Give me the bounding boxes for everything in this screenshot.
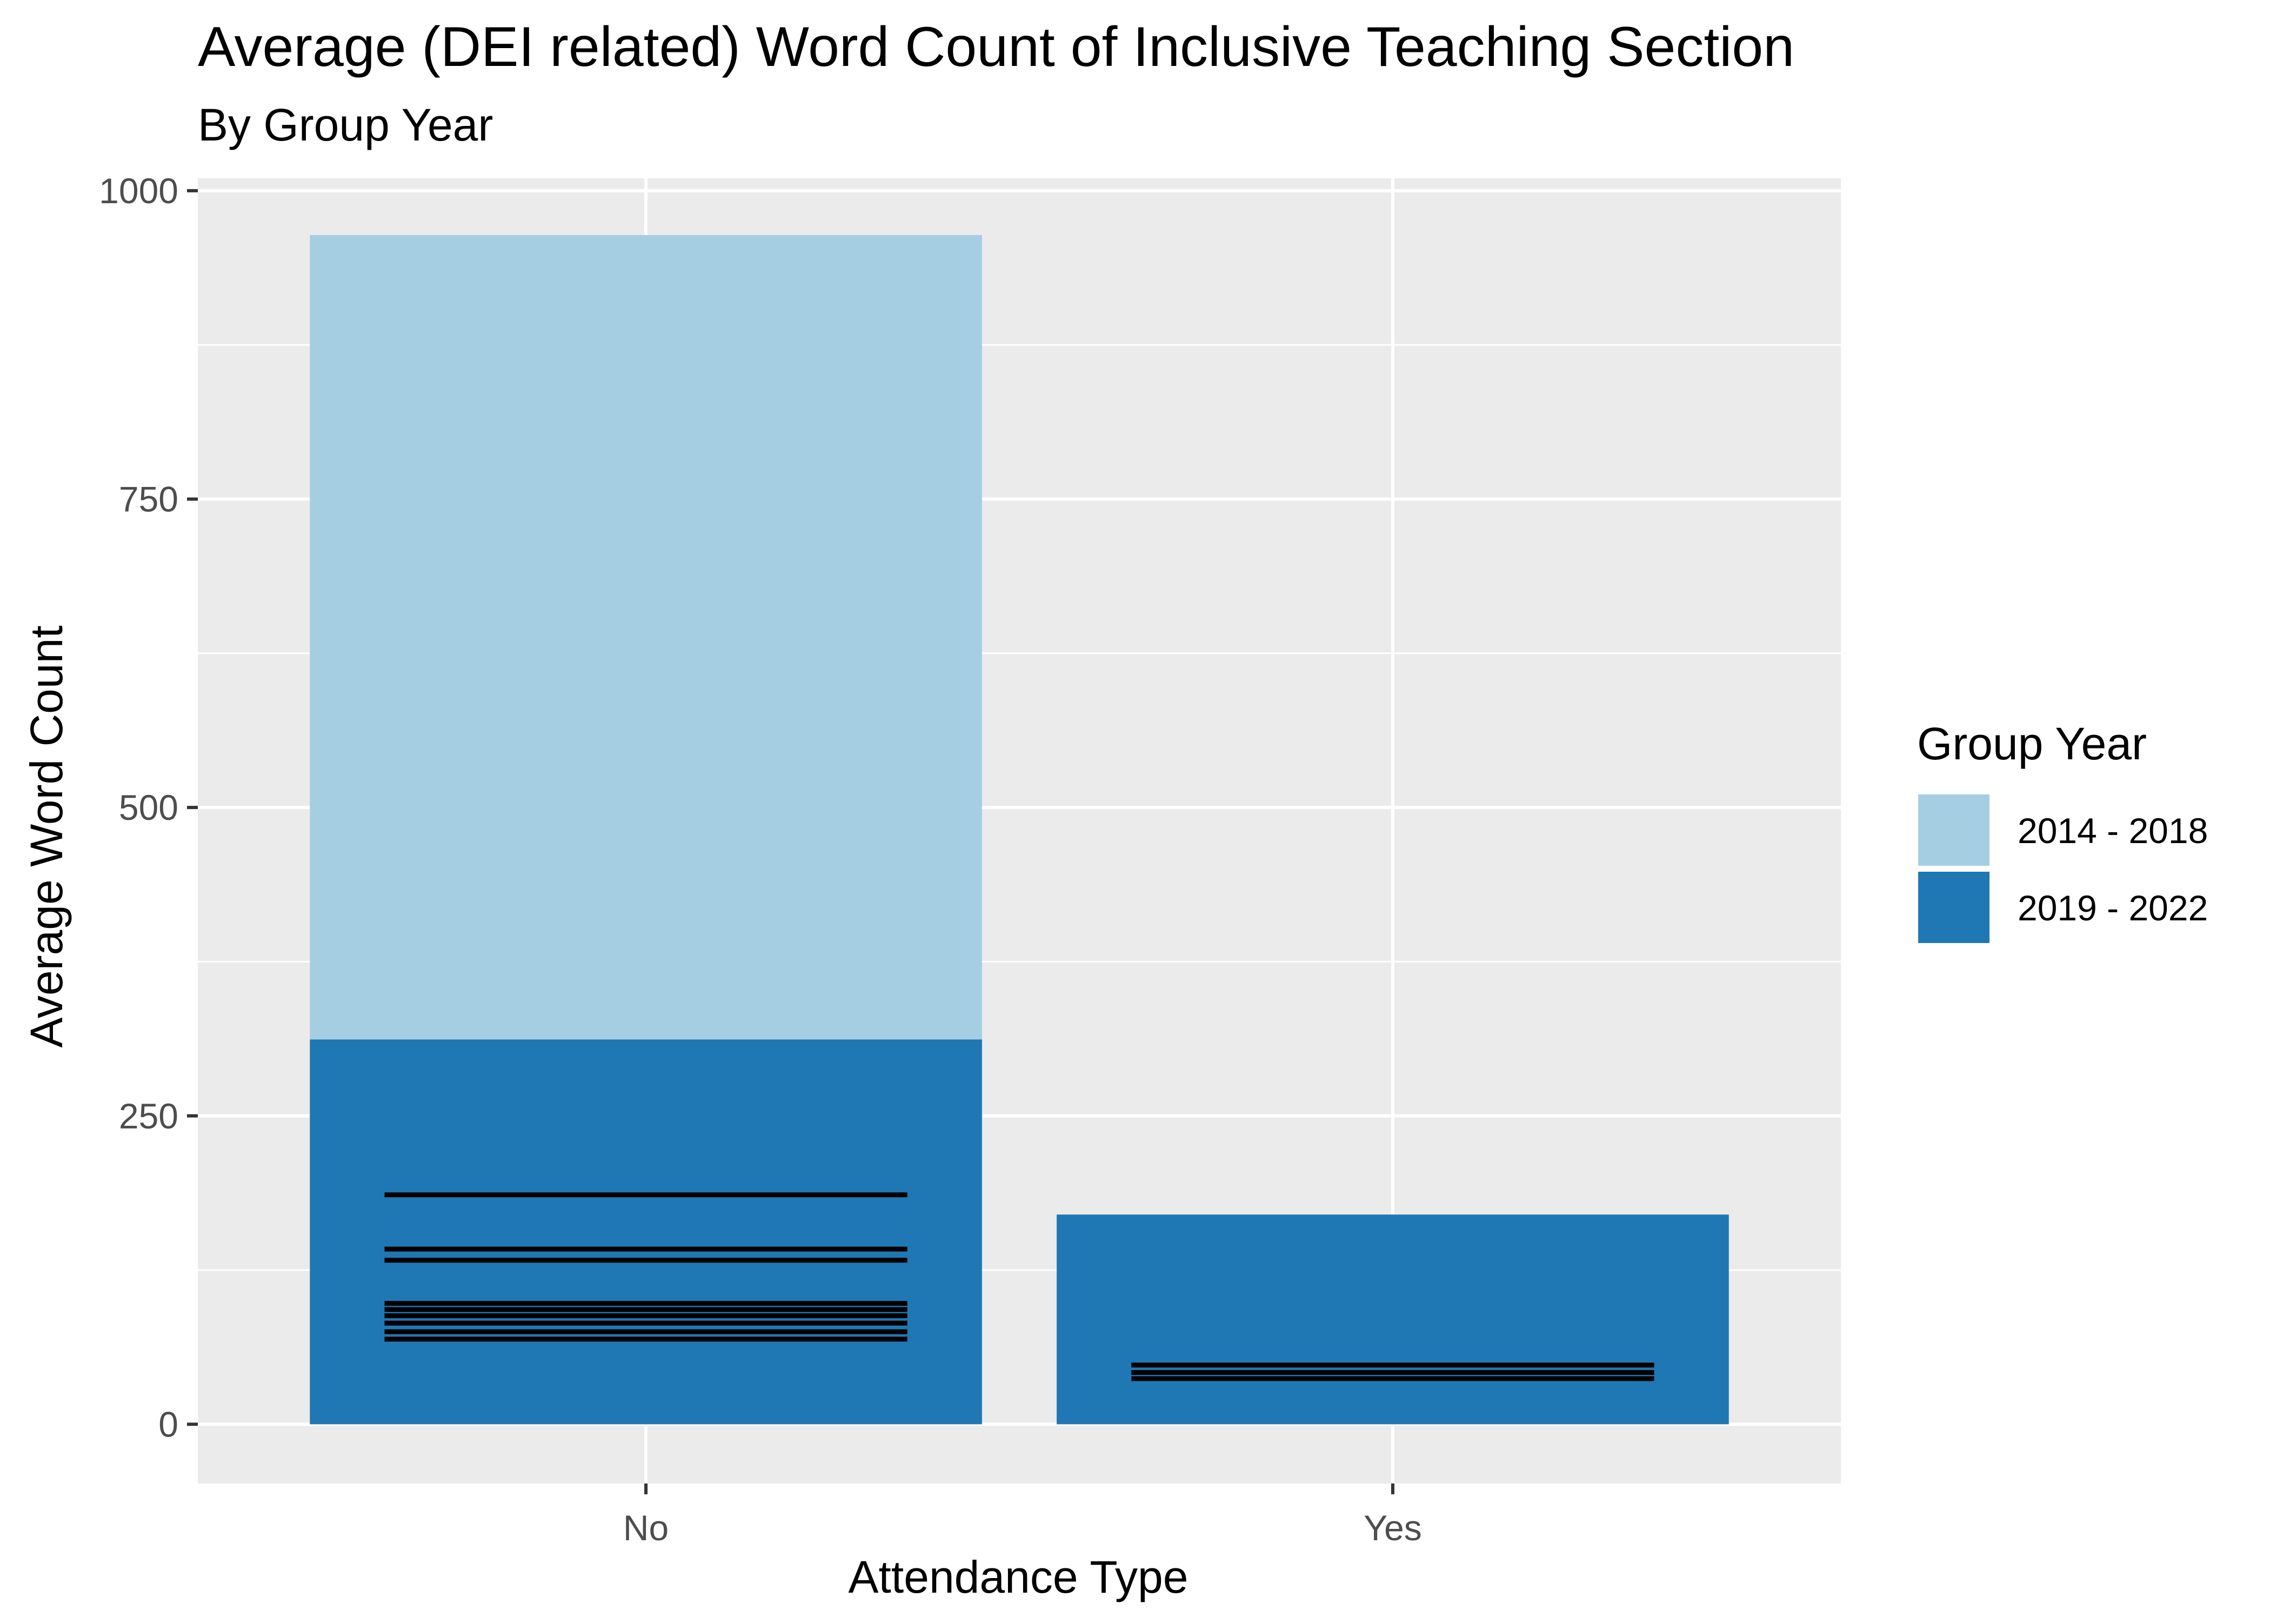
y-tick-label: 1000: [99, 171, 178, 211]
legend-title: Group Year: [1917, 718, 2147, 769]
legend-key-2014-2018: [1916, 792, 1992, 868]
legend-label: 2019 - 2022: [2018, 888, 2208, 928]
bar-yes-2019-2022[interactable]: [1057, 1214, 1729, 1425]
legend-label: 2014 - 2018: [2018, 811, 2208, 851]
y-tick-label: 500: [119, 787, 178, 827]
bar-no-2014-2018[interactable]: [310, 235, 982, 1040]
chart-title: Average (DEI related) Word Count of Incl…: [198, 16, 1794, 78]
y-tick-label: 0: [158, 1404, 178, 1444]
x-tick-label: Yes: [1364, 1508, 1422, 1548]
legend-key-2019-2022: [1916, 870, 1992, 945]
chart-subtitle: By Group Year: [198, 99, 493, 150]
y-tick-label: 250: [119, 1096, 178, 1136]
bar-no-2019-2022[interactable]: [310, 1039, 982, 1425]
plot-area: 0 250 500 750 1000 No Yes: [99, 171, 1841, 1548]
legend: 2014 - 2018 2019 - 2022: [1916, 792, 2208, 945]
y-axis-title: Average Word Count: [21, 625, 72, 1047]
x-tick-label: No: [623, 1508, 669, 1548]
y-tick-label: 750: [119, 479, 178, 519]
x-axis-title: Attendance Type: [849, 1552, 1189, 1602]
